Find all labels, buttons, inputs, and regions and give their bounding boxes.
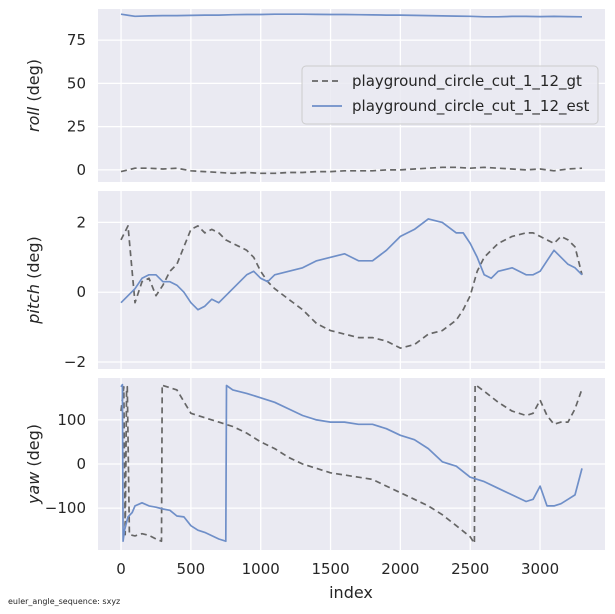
series-line-gt xyxy=(120,383,583,545)
series-line-est xyxy=(120,383,583,543)
x-tick-label: 1500 xyxy=(311,560,349,578)
y-tick-label: 2 xyxy=(76,213,86,231)
series-line-gt xyxy=(120,225,583,349)
legend-label: playground_circle_cut_1_12_est xyxy=(352,97,590,116)
y-tick-label: 25 xyxy=(67,118,86,136)
y-tick-label: −2 xyxy=(64,353,86,371)
series-line-est xyxy=(120,218,583,311)
y-axis-label-unit: (deg) xyxy=(24,236,43,284)
y-axis-label: pitch (deg) xyxy=(24,236,43,325)
y-tick-label: 50 xyxy=(67,74,86,92)
y-axis-label-quantity: yaw xyxy=(24,471,43,505)
y-axis-label-quantity: pitch xyxy=(24,284,43,325)
subplot-yaw: −100 0 100 yaw (deg) 0 500 1000 1500 2000 2500 300… xyxy=(24,378,605,578)
y-tick-label: −100 xyxy=(45,499,86,517)
y-axis-label: yaw (deg) xyxy=(24,424,43,505)
y-axis-label-unit: (deg) xyxy=(24,424,43,472)
legend: playground_circle_cut_1_12_gt playground_… xyxy=(301,65,599,125)
y-tick-label: 100 xyxy=(57,411,86,429)
x-tick-label: 0 xyxy=(116,560,126,578)
subplots: 0 25 50 75 roll (deg) −2 0 2 pitch (deg) −100 0 100… xyxy=(24,9,605,578)
series-line-gt xyxy=(120,166,583,175)
legend-label: playground_circle_cut_1_12_gt xyxy=(352,72,582,91)
footnote: euler_angle_sequence: sxyz xyxy=(8,597,120,606)
y-axis-label-quantity: roll xyxy=(24,106,43,132)
x-tick-label: 3000 xyxy=(521,560,559,578)
y-tick-label: 0 xyxy=(76,283,86,301)
x-axis-label: index xyxy=(329,583,373,602)
y-tick-label: 75 xyxy=(67,31,86,49)
y-tick-label: 0 xyxy=(76,455,86,473)
y-axis-label-unit: (deg) xyxy=(24,59,43,107)
y-tick-label: 0 xyxy=(76,161,86,179)
y-axis-label: roll (deg) xyxy=(24,59,43,132)
x-tick-label: 2000 xyxy=(381,560,419,578)
x-tick-label: 1000 xyxy=(242,560,280,578)
x-tick-label: 500 xyxy=(177,560,206,578)
series-line-est xyxy=(120,13,583,18)
plot-background xyxy=(98,191,605,369)
x-tick-label: 2500 xyxy=(451,560,489,578)
legend-box xyxy=(301,65,599,125)
subplot-pitch: −2 0 2 pitch (deg) xyxy=(24,191,605,371)
